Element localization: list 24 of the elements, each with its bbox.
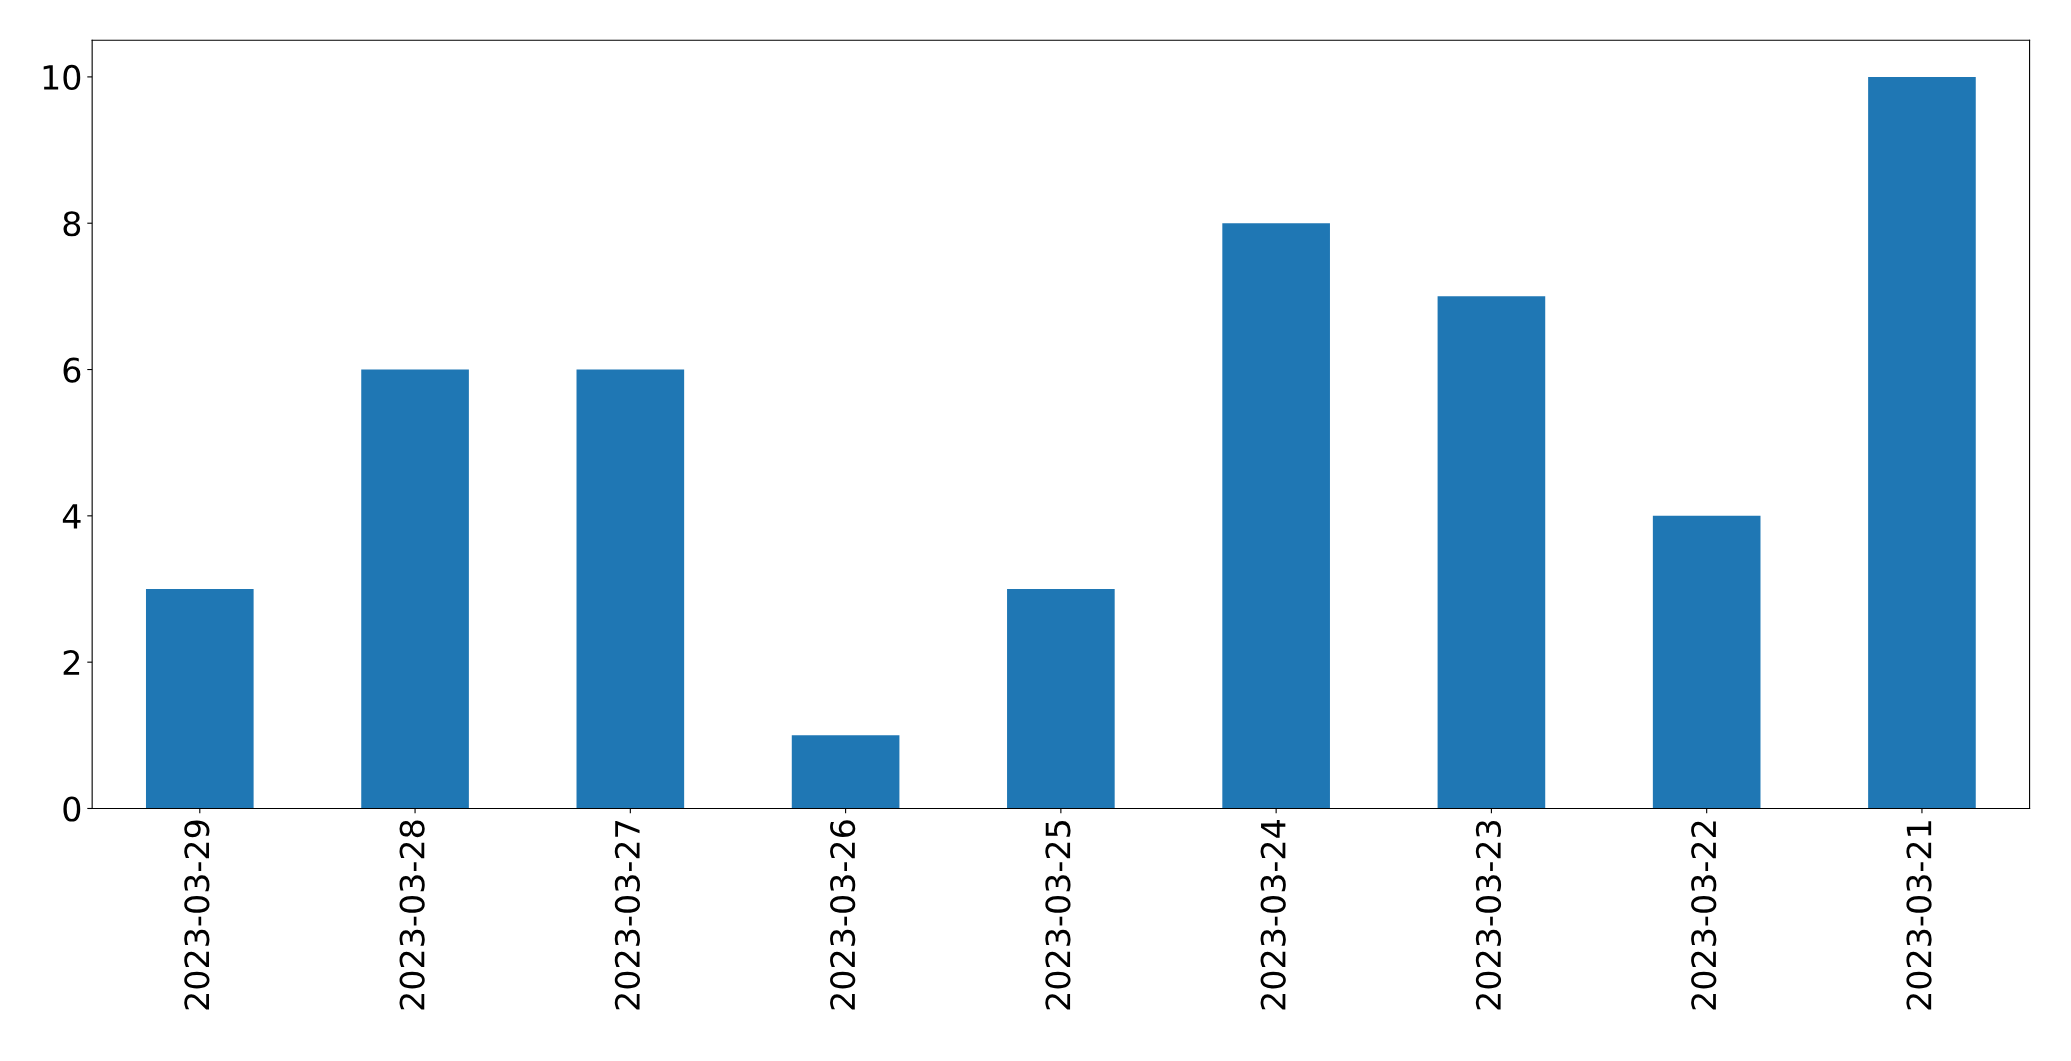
y-tick-label: 4 [62, 504, 81, 529]
y-tick-label: 8 [63, 211, 81, 237]
x-tick-label: 2023-03-25 [1045, 821, 1071, 1010]
bar [1007, 589, 1115, 809]
bar [1652, 515, 1761, 809]
y-tick-label: 10 [43, 64, 81, 91]
bar [1868, 76, 1976, 809]
bar [576, 369, 685, 809]
x-tick-label: 2023-03-27 [614, 821, 640, 1010]
y-tick-label: 0 [63, 796, 81, 822]
y-tick-label: 2 [63, 650, 80, 675]
bar [1437, 296, 1546, 809]
y-tick-label: 6 [63, 357, 81, 383]
bar [791, 735, 900, 809]
x-tick-label: 2023-03-28 [399, 820, 425, 1010]
bar [361, 369, 469, 809]
x-tick-label: 2023-03-21 [1906, 821, 1932, 1010]
x-tick-label: 2023-03-26 [830, 820, 856, 1010]
bar [1222, 223, 1330, 809]
x-tick-label: 2023-03-29 [184, 820, 210, 1010]
bar [145, 589, 254, 809]
x-tick-label: 2023-03-22 [1691, 821, 1717, 1010]
x-tick-label: 2023-03-23 [1475, 820, 1502, 1010]
x-tick-label: 2023-03-24 [1260, 820, 1286, 1010]
